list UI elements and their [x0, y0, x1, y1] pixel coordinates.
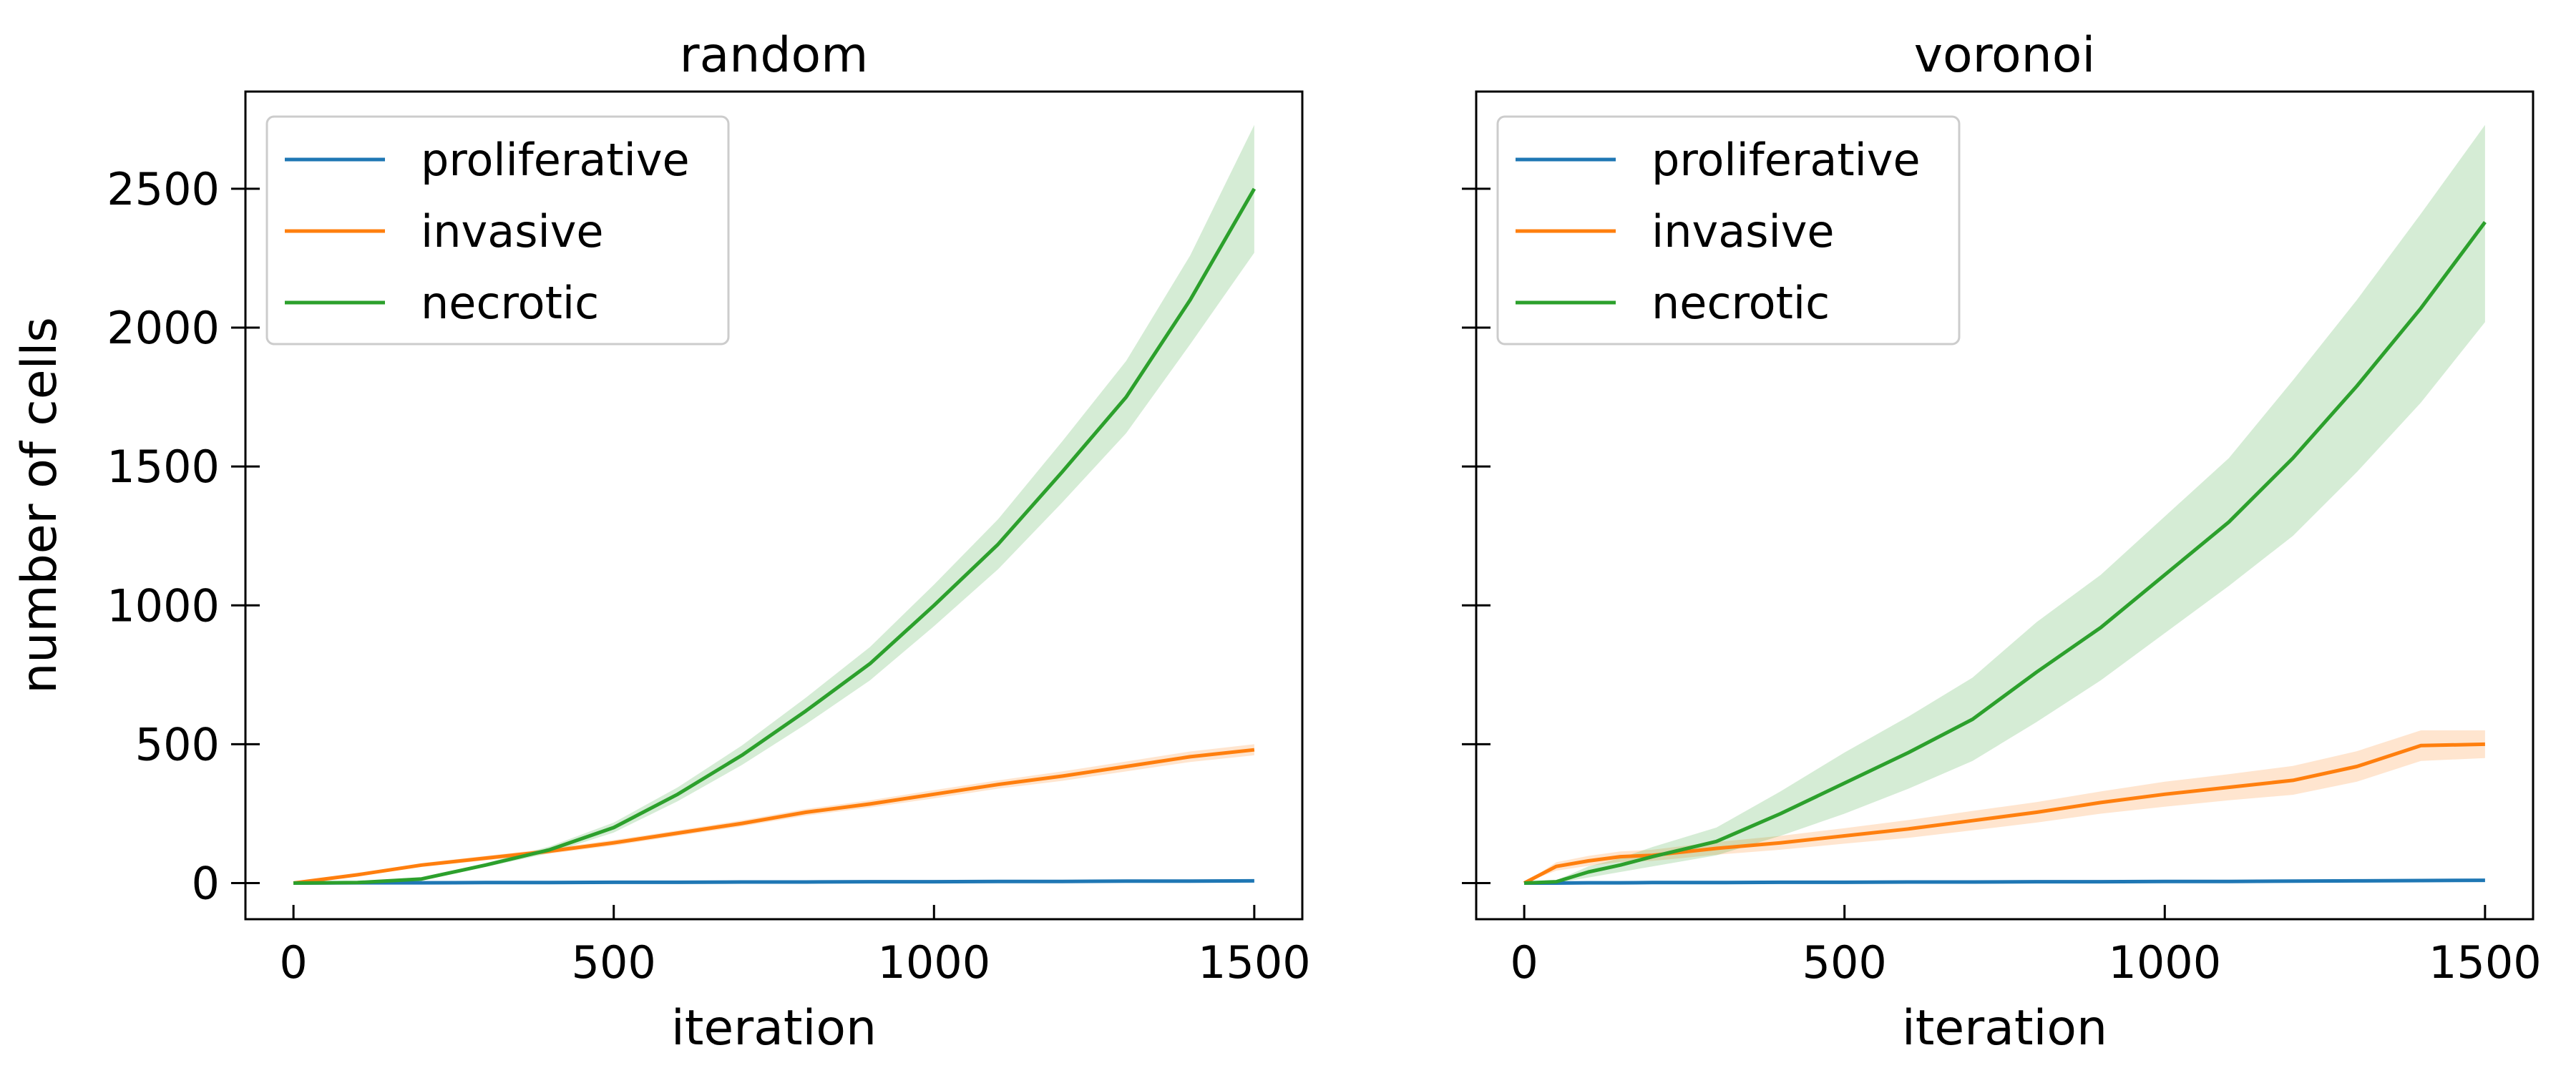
x-tick-label: 500 [1802, 936, 1887, 989]
legend: proliferative invasive necrotic [1496, 115, 1961, 346]
x-tick-label: 1500 [2429, 936, 2542, 989]
series-line-invasive [293, 748, 1255, 885]
x-tick-label: 1500 [1198, 936, 1311, 989]
x-axis-label: iteration [1902, 1000, 2107, 1057]
legend-label-necrotic: necrotic [1652, 277, 1830, 329]
y-tick-label: 500 [135, 718, 220, 770]
plot-frame [1475, 90, 2534, 921]
band-invasive [293, 744, 1254, 883]
x-tick-label: 1000 [2108, 936, 2221, 989]
chart-title: random [680, 27, 869, 84]
legend-label-proliferative: proliferative [1652, 134, 1921, 186]
band-necrotic [1524, 124, 2485, 883]
chart-title: voronoi [1914, 27, 2096, 84]
y-tick-label: 2000 [107, 302, 220, 354]
x-tick-label: 1000 [877, 936, 990, 989]
y-tick-label: 0 [192, 858, 220, 910]
x-tick-label: 500 [572, 936, 656, 989]
legend-label-invasive: invasive [1652, 205, 1835, 258]
series-line-proliferative [293, 878, 1254, 885]
series-line-necrotic [293, 187, 1257, 885]
legend-box [1496, 115, 1961, 346]
legend-label-invasive: invasive [421, 205, 604, 258]
y-axis-label: number of cells [11, 317, 68, 694]
y-tick-label: 2500 [107, 163, 220, 215]
legend-box [265, 115, 730, 346]
legend: proliferative invasive necrotic [265, 115, 730, 346]
legend-label-necrotic: necrotic [421, 277, 599, 329]
plot-frame [244, 90, 1304, 921]
y-tick-label: 1500 [107, 441, 220, 493]
y-tick-label: 1000 [107, 579, 220, 632]
x-tick-label: 0 [1510, 936, 1538, 989]
series-line-invasive [1523, 742, 2485, 885]
x-tick-label: 0 [279, 936, 307, 989]
chart-panel-voronoi: 0 500 1000 1500 voronoi iteration proliferativ… [1462, 27, 2542, 1057]
x-axis-label: iteration [671, 1000, 877, 1057]
legend-label-proliferative: proliferative [421, 134, 690, 186]
series-line-proliferative [1524, 878, 2485, 885]
chart-panel-random: 0 500 1000 1500 0 500 1000 1500 2000 2500 random it… [11, 27, 1311, 1057]
series-line-necrotic [1523, 221, 2487, 885]
